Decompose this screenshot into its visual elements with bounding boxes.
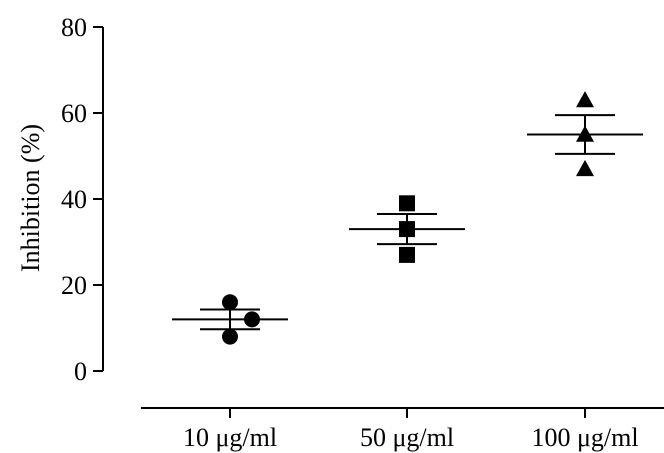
y-tick-label: 0 xyxy=(74,357,87,386)
data-point-circle xyxy=(222,328,238,345)
y-tick-label: 60 xyxy=(61,99,87,128)
group-square xyxy=(349,195,465,263)
x-axis: 10 μg/ml 50 μg/ml 100 μg/ml xyxy=(141,407,664,452)
data-point-triangle xyxy=(576,125,594,142)
data-point-square xyxy=(399,195,415,212)
data-point-triangle xyxy=(576,159,594,177)
plot-area xyxy=(172,91,643,345)
y-tick-label: 40 xyxy=(61,185,87,214)
data-point-square xyxy=(399,221,415,238)
x-tick-label: 10 μg/ml xyxy=(183,423,277,452)
x-tick-label: 100 μg/ml xyxy=(531,423,638,452)
data-point-square xyxy=(399,246,415,263)
y-axis: 0 20 40 60 80 xyxy=(61,13,104,386)
data-point-circle xyxy=(244,311,260,328)
group-triangle xyxy=(527,91,643,177)
group-circle xyxy=(172,294,288,345)
y-axis-title: Inhibition (%) xyxy=(16,124,45,272)
x-tick-label: 50 μg/ml xyxy=(360,423,454,452)
data-point-circle xyxy=(222,294,238,311)
y-tick-label: 80 xyxy=(61,13,87,42)
y-tick-label: 20 xyxy=(61,271,87,300)
data-point-triangle xyxy=(576,91,594,108)
